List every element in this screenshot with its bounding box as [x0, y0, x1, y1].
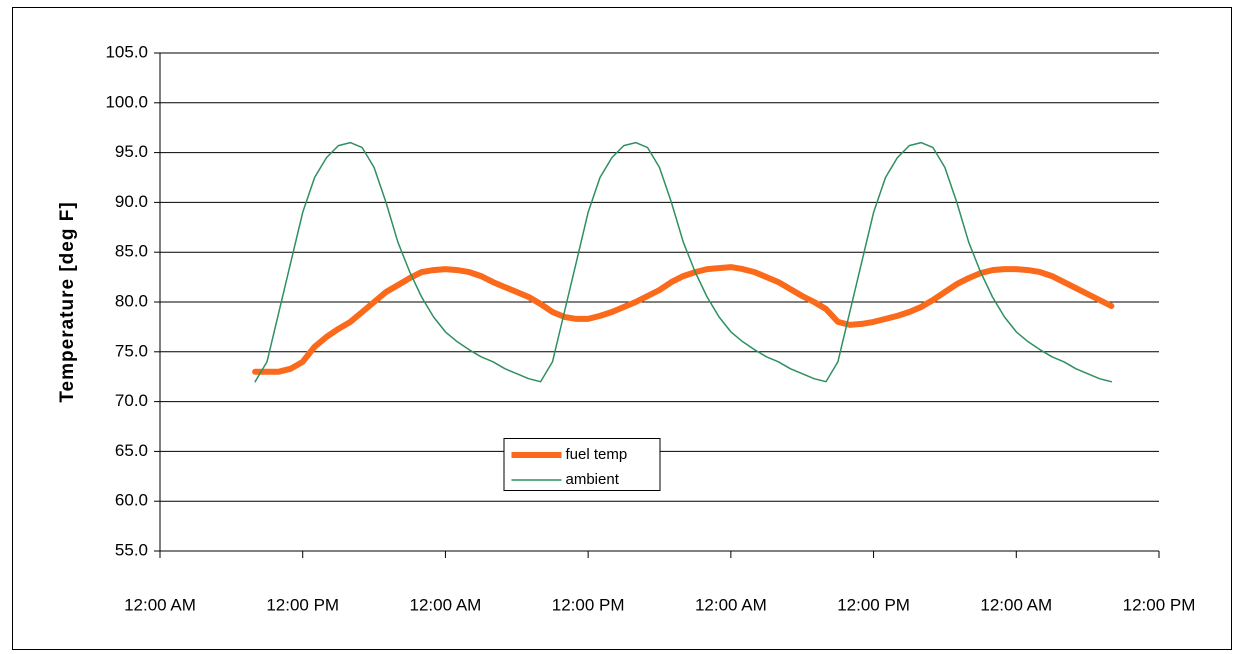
legend-label: ambient — [566, 471, 620, 488]
series-line — [254, 141, 1113, 383]
y-tick-label: 70.0 — [115, 391, 148, 410]
series-line — [252, 264, 1115, 375]
y-tick-label: 90.0 — [115, 192, 148, 211]
legend-box — [503, 438, 661, 491]
x-tick-label: 12:00 PM — [1123, 595, 1196, 614]
y-tick-label: 80.0 — [115, 291, 148, 310]
x-tick-label: 12:00 AM — [410, 595, 482, 614]
x-tick-label: 12:00 PM — [552, 595, 625, 614]
y-tick-label: 95.0 — [115, 142, 148, 161]
y-axis-label: Temperature [deg F] — [57, 201, 78, 402]
y-tick-label: 75.0 — [115, 341, 148, 360]
legend-label: fuel temp — [566, 446, 628, 463]
x-tick-label: 12:00 AM — [695, 595, 767, 614]
x-tick-label: 12:00 PM — [837, 595, 910, 614]
y-tick-label: 85.0 — [115, 242, 148, 261]
y-tick-label: 60.0 — [115, 491, 148, 510]
y-tick-label: 65.0 — [115, 441, 148, 460]
y-tick-label: 105.0 — [105, 42, 148, 61]
x-tick-label: 12:00 AM — [980, 595, 1052, 614]
y-tick-label: 55.0 — [115, 540, 148, 559]
y-tick-label: 100.0 — [105, 92, 148, 111]
x-tick-label: 12:00 PM — [266, 595, 339, 614]
x-tick-label: 12:00 AM — [124, 595, 196, 614]
chart-frame — [12, 7, 1232, 650]
